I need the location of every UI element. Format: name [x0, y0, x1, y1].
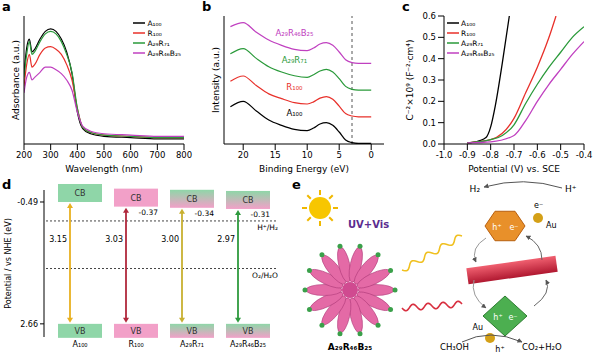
svg-text:-0.4: -0.4 [576, 150, 593, 160]
svg-text:0.6: 0.6 [422, 11, 436, 21]
svg-text:O₂/H₂O: O₂/H₂O [252, 271, 278, 280]
svg-text:800: 800 [176, 150, 192, 160]
svg-text:Potential / vs NHE (eV): Potential / vs NHE (eV) [4, 218, 13, 309]
svg-text:CB: CB [186, 195, 197, 204]
svg-text:R₁₀₀: R₁₀₀ [286, 82, 303, 92]
svg-text:0.4: 0.4 [422, 54, 436, 64]
svg-text:H⁺/H₂: H⁺/H₂ [257, 223, 278, 232]
svg-text:3.03: 3.03 [105, 235, 123, 244]
html-text:A₁₀₀: A₁₀₀ [147, 18, 162, 28]
svg-text:h⁺: h⁺ [493, 313, 502, 322]
html-text:A₁₀₀: A₁₀₀ [461, 18, 476, 28]
svg-text:500: 500 [96, 150, 112, 160]
svg-text:-0.6: -0.6 [529, 150, 546, 160]
svg-text:2.66: 2.66 [20, 320, 38, 329]
svg-text:Adsorbance (a.u.): Adsorbance (a.u.) [11, 40, 21, 120]
svg-text:h⁺: h⁺ [495, 345, 504, 354]
svg-text:0.2: 0.2 [422, 96, 436, 106]
svg-text:h⁺: h⁺ [492, 223, 501, 232]
svg-text:VB: VB [75, 327, 86, 336]
svg-text:CB: CB [74, 189, 85, 198]
svg-text:A₁₀₀: A₁₀₀ [72, 340, 87, 349]
svg-text:e⁻: e⁻ [534, 201, 543, 210]
svg-text:Au: Au [546, 221, 557, 230]
svg-text:-0.8: -0.8 [482, 150, 499, 160]
html-text:A₂₉R₇₁: A₂₉R₇₁ [461, 38, 484, 48]
svg-text:A₁₀₀: A₁₀₀ [286, 108, 303, 118]
svg-text:-0.37: -0.37 [139, 208, 159, 217]
svg-text:700: 700 [149, 150, 165, 160]
svg-text:A₂₉R₄₆B₂₅: A₂₉R₄₆B₂₅ [328, 342, 372, 352]
svg-text:0: 0 [368, 150, 373, 160]
svg-text:200: 200 [16, 150, 32, 160]
svg-text:3.00: 3.00 [161, 235, 179, 244]
svg-text:A₂₉R₄₆B₂₅: A₂₉R₄₆B₂₅ [230, 340, 266, 349]
svg-text:A₂₉R₇₁: A₂₉R₇₁ [180, 340, 204, 349]
html-text:c: c [402, 0, 410, 14]
svg-text:H₂: H₂ [470, 184, 481, 194]
html-text:A₂₉R₄₆B₂₅: A₂₉R₄₆B₂₅ [147, 48, 181, 58]
svg-text:VB: VB [243, 327, 254, 336]
svg-text:0.0: 0.0 [422, 139, 436, 149]
svg-text:C⁻²×10⁹ (F⁻²·cm⁴): C⁻²×10⁹ (F⁻²·cm⁴) [405, 40, 415, 121]
svg-text:0.3: 0.3 [422, 75, 436, 85]
svg-text:300: 300 [43, 150, 59, 160]
svg-text:VB: VB [131, 327, 142, 336]
svg-text:Potential (V) vs. SCE: Potential (V) vs. SCE [468, 164, 560, 174]
svg-text:20: 20 [238, 150, 249, 160]
svg-text:Au: Au [472, 323, 483, 332]
svg-text:CO₂+H₂O: CO₂+H₂O [522, 342, 562, 352]
svg-text:Binding Energy (eV): Binding Energy (eV) [259, 164, 349, 174]
svg-text:-1.0: -1.0 [436, 150, 453, 160]
svg-text:-0.34: -0.34 [195, 209, 215, 218]
svg-text:0.1: 0.1 [422, 118, 436, 128]
svg-text:CB: CB [242, 196, 253, 205]
svg-text:3.15: 3.15 [49, 235, 67, 244]
html-text:R₁₀₀: R₁₀₀ [461, 28, 476, 38]
html-text:A₂₉R₇₁: A₂₉R₇₁ [147, 38, 170, 48]
svg-text:A₂₉R₇₁: A₂₉R₇₁ [282, 55, 307, 65]
html-text:e: e [292, 177, 301, 192]
svg-text:400: 400 [69, 150, 85, 160]
svg-text:2.97: 2.97 [217, 235, 235, 244]
svg-text:-0.5: -0.5 [552, 150, 569, 160]
svg-text:UV+Vis: UV+Vis [348, 219, 389, 230]
svg-text:A₂₉R₄₆B₂₅: A₂₉R₄₆B₂₅ [275, 28, 313, 38]
svg-text:600: 600 [123, 150, 139, 160]
svg-text:CH₃OH: CH₃OH [440, 342, 469, 352]
svg-text:5: 5 [336, 150, 341, 160]
html-text:b: b [202, 0, 212, 14]
svg-text:e⁻: e⁻ [509, 223, 518, 232]
svg-text:-0.31: -0.31 [251, 210, 271, 219]
svg-text:0.5: 0.5 [422, 32, 436, 42]
svg-text:-0.7: -0.7 [506, 150, 523, 160]
html-text:R₁₀₀: R₁₀₀ [147, 28, 162, 38]
html-text:d: d [2, 177, 12, 192]
svg-text:Intensity (a.u.): Intensity (a.u.) [211, 47, 221, 113]
svg-text:Wavelength (nm): Wavelength (nm) [65, 164, 143, 174]
svg-text:-0.49: -0.49 [17, 198, 38, 207]
svg-text:15: 15 [270, 150, 281, 160]
html-text:a: a [2, 0, 11, 14]
svg-text:H⁺: H⁺ [565, 184, 577, 194]
svg-text:e⁻: e⁻ [508, 313, 517, 322]
svg-text:-0.9: -0.9 [459, 150, 476, 160]
svg-text:R₁₀₀: R₁₀₀ [128, 340, 143, 349]
svg-text:CB: CB [130, 194, 141, 203]
svg-text:VB: VB [187, 327, 198, 336]
svg-text:10: 10 [302, 150, 313, 160]
html-text:A₂₉R₄₆B₂₅: A₂₉R₄₆B₂₅ [461, 48, 495, 58]
